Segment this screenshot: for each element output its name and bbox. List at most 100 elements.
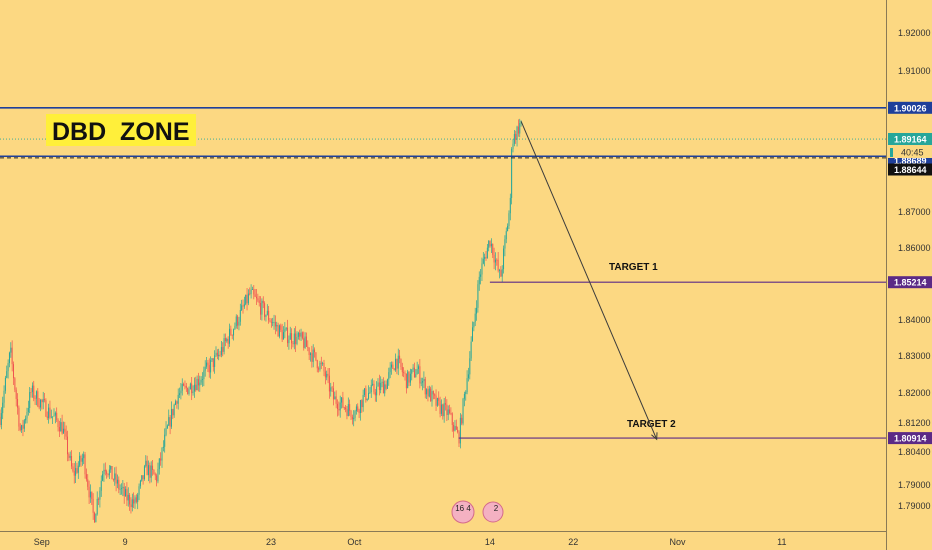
candle-body bbox=[256, 296, 257, 299]
candle-body bbox=[296, 336, 298, 344]
candle-body bbox=[334, 396, 336, 400]
event-badges[interactable]: 16 4 2 bbox=[451, 500, 504, 524]
candle-body bbox=[76, 468, 78, 473]
candle-body bbox=[494, 259, 496, 263]
candle-body bbox=[485, 256, 487, 259]
candle-body bbox=[133, 499, 135, 504]
candle-body bbox=[226, 338, 228, 342]
candle-body bbox=[446, 404, 448, 416]
candle-body bbox=[440, 404, 442, 414]
candle-body bbox=[519, 123, 521, 134]
candle-body bbox=[152, 465, 154, 470]
candle-body bbox=[65, 431, 67, 437]
candle-body bbox=[453, 424, 455, 431]
candle-body bbox=[208, 365, 210, 373]
zone-label-highlight bbox=[46, 114, 196, 146]
candle-body bbox=[104, 469, 106, 472]
candle-body bbox=[426, 389, 428, 395]
candle-body bbox=[238, 321, 240, 326]
candle-body bbox=[467, 374, 469, 379]
candle-body bbox=[359, 400, 361, 414]
candle-body bbox=[145, 460, 147, 467]
candle-body bbox=[176, 401, 178, 404]
candle-body bbox=[111, 466, 113, 480]
projection-arrow[interactable] bbox=[520, 121, 658, 440]
candle-body bbox=[242, 305, 244, 307]
candle-body bbox=[264, 303, 266, 317]
candle-body bbox=[261, 300, 263, 315]
y-tick-label: 1.79000 bbox=[898, 501, 931, 511]
candle-body bbox=[19, 426, 21, 431]
candlestick-series bbox=[0, 118, 522, 523]
target2-label[interactable]: TARGET 2 bbox=[627, 419, 676, 430]
candle-body bbox=[75, 468, 77, 476]
candle-body bbox=[462, 398, 464, 424]
candle-body bbox=[83, 454, 85, 459]
candle-body bbox=[239, 310, 241, 322]
candle-body bbox=[15, 389, 17, 399]
candle-body bbox=[250, 289, 252, 294]
candle-body bbox=[230, 328, 232, 335]
candle-body bbox=[435, 395, 437, 406]
candle-body bbox=[6, 371, 8, 378]
candle-body bbox=[477, 284, 479, 308]
candle-body bbox=[149, 465, 151, 478]
price-axis-panel bbox=[886, 0, 932, 550]
candle-body bbox=[215, 352, 217, 356]
x-tick-label: 22 bbox=[568, 537, 578, 547]
current-price-tag: 1.89164 bbox=[894, 135, 927, 145]
candle-body bbox=[415, 374, 417, 378]
y-tick-label: 1.83000 bbox=[898, 351, 931, 361]
candle-body bbox=[376, 386, 378, 396]
candle-body bbox=[489, 240, 491, 247]
y-tick-label: 1.79000 bbox=[898, 480, 931, 490]
candle-body bbox=[22, 425, 24, 429]
candle-body bbox=[401, 367, 403, 373]
candle-body bbox=[260, 302, 262, 315]
event-badge-icon-1[interactable] bbox=[451, 500, 475, 524]
candle-body bbox=[94, 512, 95, 523]
candle-body bbox=[154, 474, 156, 476]
candle-body bbox=[214, 355, 216, 367]
candle-body bbox=[27, 407, 29, 412]
candle-body bbox=[231, 334, 233, 336]
candle-body bbox=[315, 352, 317, 361]
candle-body bbox=[218, 354, 220, 357]
candle-body bbox=[490, 243, 492, 247]
candle-body bbox=[115, 473, 117, 484]
candle-body bbox=[35, 391, 37, 399]
candle-body bbox=[423, 378, 425, 382]
candle-body bbox=[434, 394, 436, 396]
candle-body bbox=[146, 460, 148, 476]
candle-body bbox=[197, 378, 199, 386]
event-badge-text-2: 2 bbox=[494, 504, 499, 513]
candle-body bbox=[268, 310, 270, 321]
candle-body bbox=[513, 133, 515, 144]
candle-body bbox=[327, 373, 329, 376]
candle-body bbox=[44, 399, 46, 401]
candle-body bbox=[200, 379, 202, 383]
y-tick-label: 1.80400 bbox=[898, 447, 931, 457]
candle-body bbox=[283, 332, 284, 340]
candle-body bbox=[166, 425, 168, 428]
event-badge-icon-2[interactable] bbox=[482, 501, 504, 523]
target1-label[interactable]: TARGET 1 bbox=[609, 262, 658, 273]
candle-body bbox=[106, 471, 108, 474]
candle-body bbox=[241, 305, 243, 311]
projection-arrowhead bbox=[651, 432, 658, 441]
candle-body bbox=[455, 426, 457, 430]
candle-body bbox=[492, 243, 494, 255]
candle-body bbox=[322, 363, 324, 364]
candle-body bbox=[412, 367, 414, 370]
candle-body bbox=[249, 293, 251, 295]
candle-body bbox=[195, 384, 197, 391]
zone-label[interactable]: DBD ZONE bbox=[52, 118, 190, 146]
candle-body bbox=[391, 364, 392, 368]
candle-body bbox=[386, 379, 388, 389]
candle-body bbox=[273, 322, 275, 323]
candle-body bbox=[53, 415, 55, 417]
candle-body bbox=[439, 400, 441, 414]
candle-body bbox=[515, 133, 517, 140]
candle-body bbox=[185, 385, 187, 389]
